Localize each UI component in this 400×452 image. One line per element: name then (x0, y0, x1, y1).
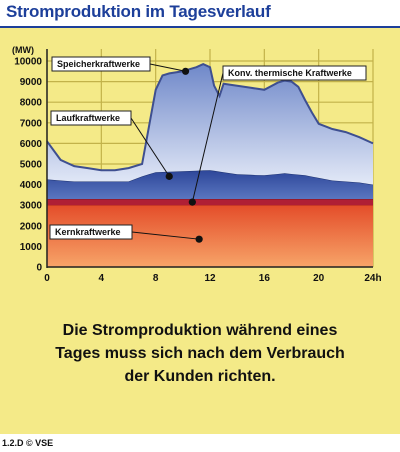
page-title: Stromproduktion im Tagesverlauf (6, 2, 271, 21)
y-tick-label: 2000 (20, 221, 43, 232)
callout-dot-kernkraftwerke (195, 235, 203, 243)
callout-leader-kernkraftwerke (131, 231, 200, 240)
chart-caption: Die Stromproduktion während eines Tages … (0, 319, 400, 388)
callout-box-laufkraftwerke (50, 110, 132, 126)
stacked-areas (46, 63, 374, 267)
area-laufkraftwerke (47, 170, 373, 199)
x-tick-label: 16 (259, 273, 271, 284)
callout-label-kernkraftwerke: Kernkraftwerke (55, 227, 121, 237)
y-tick-label: 7000 (20, 118, 43, 129)
callout-box-konv-thermische-kraftwerke (222, 65, 367, 81)
area-kernkraftwerke (47, 205, 373, 267)
callout-label-konv-thermische-kraftwerke: Konv. thermische Kraftwerke (228, 68, 352, 78)
callout-dot-konv-thermische-kraftwerke (188, 198, 196, 206)
y-tick-label: 1000 (20, 242, 43, 253)
callout-box-speicherkraftwerke (51, 56, 151, 72)
callout-dot-speicherkraftwerke (181, 67, 190, 75)
y-tick-label: 4000 (20, 180, 43, 191)
area-speicherkraftwerke (47, 64, 373, 185)
x-tick-label: 0 (44, 273, 50, 284)
area-top-speicherkraftwerke (46, 63, 374, 172)
y-tick-label: 10000 (14, 57, 42, 68)
source-credit: 1.2.D © VSE (2, 438, 54, 448)
y-tick-label: 0 (36, 263, 42, 274)
callout-leader-speicherkraftwerke (149, 63, 186, 72)
title-divider (0, 26, 400, 28)
x-tick-label: 24h (364, 273, 381, 284)
x-tick-label: 4 (99, 273, 105, 284)
y-axis-unit: (MW) (12, 45, 34, 55)
x-tick-label: 20 (313, 273, 325, 284)
callout-dot-laufkraftwerke (165, 172, 173, 180)
y-tick-label: 6000 (20, 139, 43, 150)
axes: 0 1000 2000 3000 4000 5000 6000 7000 8000 9000 100… (12, 45, 382, 284)
area-konv-thermische-kraftwerke (47, 199, 373, 206)
callout-label-laufkraftwerke: Laufkraftwerke (56, 113, 120, 123)
callout-label-speicherkraftwerke: Speicherkraftwerke (57, 59, 140, 69)
annotations: Speicherkraftwerke Laufkraftwerke Konv. th… (49, 56, 367, 243)
callout-leader-konv-thermische-kraftwerke (191, 72, 224, 203)
caption-line-2: Tages muss sich nach dem Verbrauch (55, 345, 345, 362)
callout-leader-laufkraftwerke (130, 117, 170, 177)
y-tick-label: 9000 (20, 77, 43, 88)
y-tick-label: 3000 (20, 201, 43, 212)
caption-line-3: der Kunden richten. (124, 368, 276, 385)
y-tick-label: 8000 (20, 98, 43, 109)
x-tick-label: 8 (153, 273, 159, 284)
x-tick-label: 12 (204, 273, 216, 284)
y-tick-label: 5000 (20, 160, 43, 171)
callout-box-kernkraftwerke (49, 224, 133, 240)
caption-line-1: Die Stromproduktion während eines (62, 322, 338, 339)
